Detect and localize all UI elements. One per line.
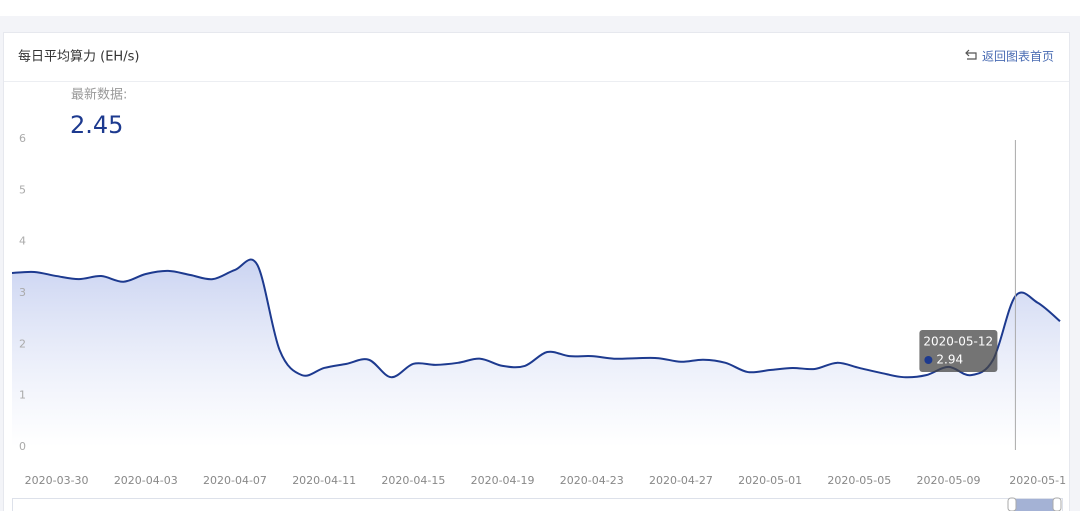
x-tick-label: 2020-05-1 — [1009, 474, 1066, 487]
y-tick-label: 4 — [19, 235, 26, 248]
zoom-handle[interactable] — [1052, 497, 1062, 511]
x-tick-label: 2020-03-30 — [25, 474, 89, 487]
area — [12, 259, 1060, 447]
top-bar — [0, 0, 1080, 16]
back-icon[interactable] — [965, 49, 977, 60]
x-tick-label: 2020-04-27 — [649, 474, 713, 487]
latest-label: 最新数据: — [71, 87, 127, 103]
tooltip-dot — [924, 356, 933, 364]
tooltip-value: 2.94 — [936, 353, 963, 367]
tooltip-date: 2020-05-12 — [923, 335, 993, 349]
back-link[interactable]: 返回图表首页 — [982, 50, 1054, 64]
y-tick-label: 1 — [19, 389, 26, 402]
y-tick-label: 5 — [19, 183, 26, 196]
y-tick-label: 6 — [19, 132, 26, 145]
line — [11, 258, 1061, 379]
x-tick-label: 2020-04-03 — [114, 474, 178, 487]
y-tick-label: 3 — [19, 286, 26, 299]
y-tick-label: 2 — [19, 337, 26, 350]
card-title: 每日平均算力 (EH/s) — [18, 49, 139, 65]
x-tick-label: 2020-05-05 — [827, 474, 891, 487]
x-tick-label: 2020-04-15 — [381, 474, 445, 487]
x-tick-label: 2020-04-23 — [560, 474, 624, 487]
zoom-slider[interactable] — [12, 498, 1063, 511]
latest-value: 2.45 — [70, 111, 123, 139]
plot — [11, 140, 1061, 450]
y-tick-label: 0 — [19, 440, 26, 453]
x-tick-label: 2020-05-01 — [738, 474, 802, 487]
x-tick-label: 2020-05-09 — [917, 474, 981, 487]
zoom-handle[interactable] — [1007, 497, 1017, 511]
tooltip: 2020-05-12 2.94 — [919, 330, 998, 372]
tooltip-box — [919, 330, 998, 372]
x-tick-label: 2020-04-07 — [203, 474, 267, 487]
zoom-window[interactable] — [1014, 499, 1056, 511]
x-tick-label: 2020-04-11 — [292, 474, 356, 487]
x-tick-label: 2020-04-19 — [471, 474, 535, 487]
